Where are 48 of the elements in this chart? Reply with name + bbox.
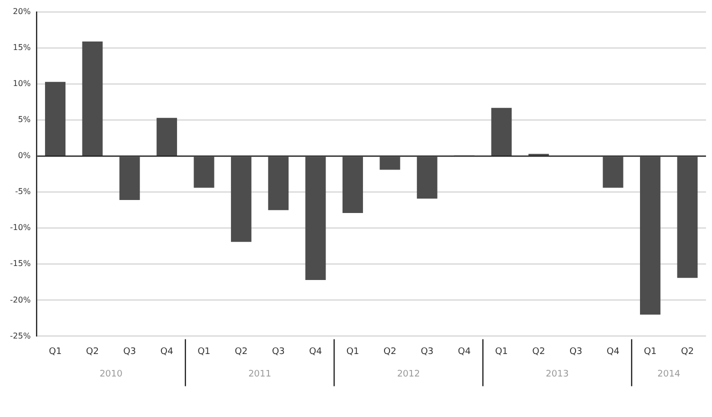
- bar: [640, 156, 660, 315]
- bar: [305, 156, 326, 280]
- text: 2012: [397, 370, 420, 380]
- x-tick-label: Q1: [495, 346, 508, 357]
- bar: [416, 156, 438, 199]
- text: 2014: [657, 370, 681, 380]
- x-tick-label: Q2: [86, 346, 99, 357]
- bar: [342, 156, 363, 214]
- y-tick-label: -15%: [10, 259, 32, 268]
- x-tick-label: Q1: [346, 346, 360, 357]
- bar: [45, 82, 66, 156]
- bar: [602, 156, 624, 188]
- bar: [119, 156, 140, 200]
- y-tick-label: -10%: [10, 223, 32, 232]
- bar: [677, 156, 698, 278]
- x-tick-label: Q3: [123, 346, 136, 357]
- bar: [82, 42, 103, 156]
- x-tick-label: Q4: [606, 346, 620, 357]
- x-tick-label: Q3: [420, 346, 434, 357]
- y-tick-label: 0%: [18, 151, 32, 160]
- y-tick-label: 20%: [12, 7, 32, 16]
- x-tick-label: Q3: [272, 346, 285, 357]
- bar: [194, 156, 214, 188]
- bar: [156, 118, 178, 156]
- x-tick-label: Q2: [681, 346, 694, 357]
- x-tick-label: Q2: [384, 346, 396, 357]
- y-tick-label: 5%: [18, 115, 32, 124]
- bar: [491, 108, 512, 156]
- text: 2013: [546, 370, 569, 380]
- x-tick-label: Q1: [644, 346, 657, 357]
- bar: [380, 156, 400, 170]
- x-tick-label: Q4: [458, 346, 471, 357]
- x-tick-label: Q2: [532, 346, 546, 357]
- x-tick-label: Q4: [309, 346, 322, 357]
- text: 2010: [100, 370, 123, 380]
- x-tick-label: Q2: [234, 346, 248, 357]
- x-tick-label: Q4: [160, 346, 174, 357]
- text: 2011: [248, 370, 272, 380]
- x-tick-label: Q1: [48, 346, 62, 357]
- x-tick-label: Q3: [569, 346, 582, 357]
- y-tick-label: -25%: [10, 331, 32, 340]
- y-tick-label: -5%: [15, 187, 32, 196]
- y-tick-label: 10%: [12, 79, 32, 88]
- y-tick-label: 15%: [12, 43, 32, 52]
- bar: [230, 156, 252, 242]
- y-tick-label: -20%: [10, 295, 32, 304]
- bar: [268, 156, 289, 210]
- x-tick-label: Q1: [198, 346, 210, 357]
